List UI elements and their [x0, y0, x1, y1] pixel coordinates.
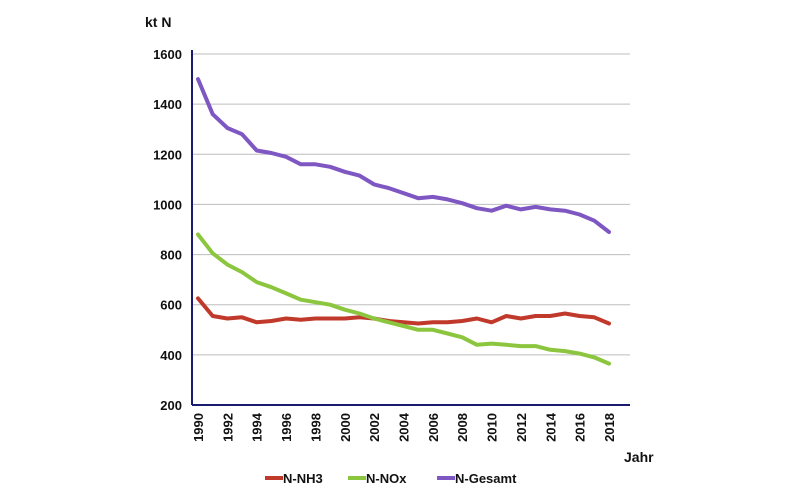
y-tick-label: 200 [160, 398, 182, 413]
series-line-n-gesamt [196, 77, 611, 234]
x-tick-label: 1990 [191, 413, 206, 442]
x-tick-label: 2018 [602, 413, 617, 442]
y-axis-label: kt N [145, 14, 171, 30]
y-tick-label: 800 [160, 248, 182, 263]
axes [191, 50, 630, 406]
x-tick-label: 2010 [485, 413, 500, 442]
legend-label: N-NH3 [283, 471, 323, 486]
y-tick-label: 1600 [153, 47, 182, 62]
legend: N-NH3 N-NOx N-Gesamt [265, 471, 517, 486]
x-tick-label: 2012 [514, 413, 529, 442]
y-tick-label: 1000 [153, 197, 182, 212]
series-line-n-nh3 [196, 296, 611, 326]
legend-label: N-Gesamt [455, 471, 517, 486]
y-tick-label: 1200 [153, 147, 182, 162]
x-tick-label: 2006 [426, 413, 441, 442]
x-axis-label: Jahr [624, 449, 654, 465]
series-lines [196, 77, 611, 366]
x-tick-label: 1998 [308, 413, 323, 442]
x-tick-label: 2002 [367, 413, 382, 442]
gridlines [192, 53, 630, 356]
legend-label: N-NOx [366, 471, 407, 486]
x-tick-label: 2000 [338, 413, 353, 442]
x-tick-label: 2008 [455, 413, 470, 442]
x-tick-label: 2014 [543, 412, 558, 442]
x-tick-label: 1992 [220, 413, 235, 442]
x-tick-label: 1994 [250, 412, 265, 442]
x-tick-label: 2004 [397, 412, 412, 442]
y-tick-label: 1400 [153, 97, 182, 112]
series-line-n-nox [196, 232, 611, 366]
x-tick-label: 1996 [279, 413, 294, 442]
x-tick-labels: 1990 1992 1994 1996 1998 2000 2002 2004 2006 2008… [191, 412, 617, 442]
y-tick-labels: 200 400 600 800 1000 1200 1400 1600 [153, 47, 182, 413]
y-tick-label: 400 [160, 348, 182, 363]
x-tick-label: 2016 [573, 413, 588, 442]
y-tick-label: 600 [160, 298, 182, 313]
